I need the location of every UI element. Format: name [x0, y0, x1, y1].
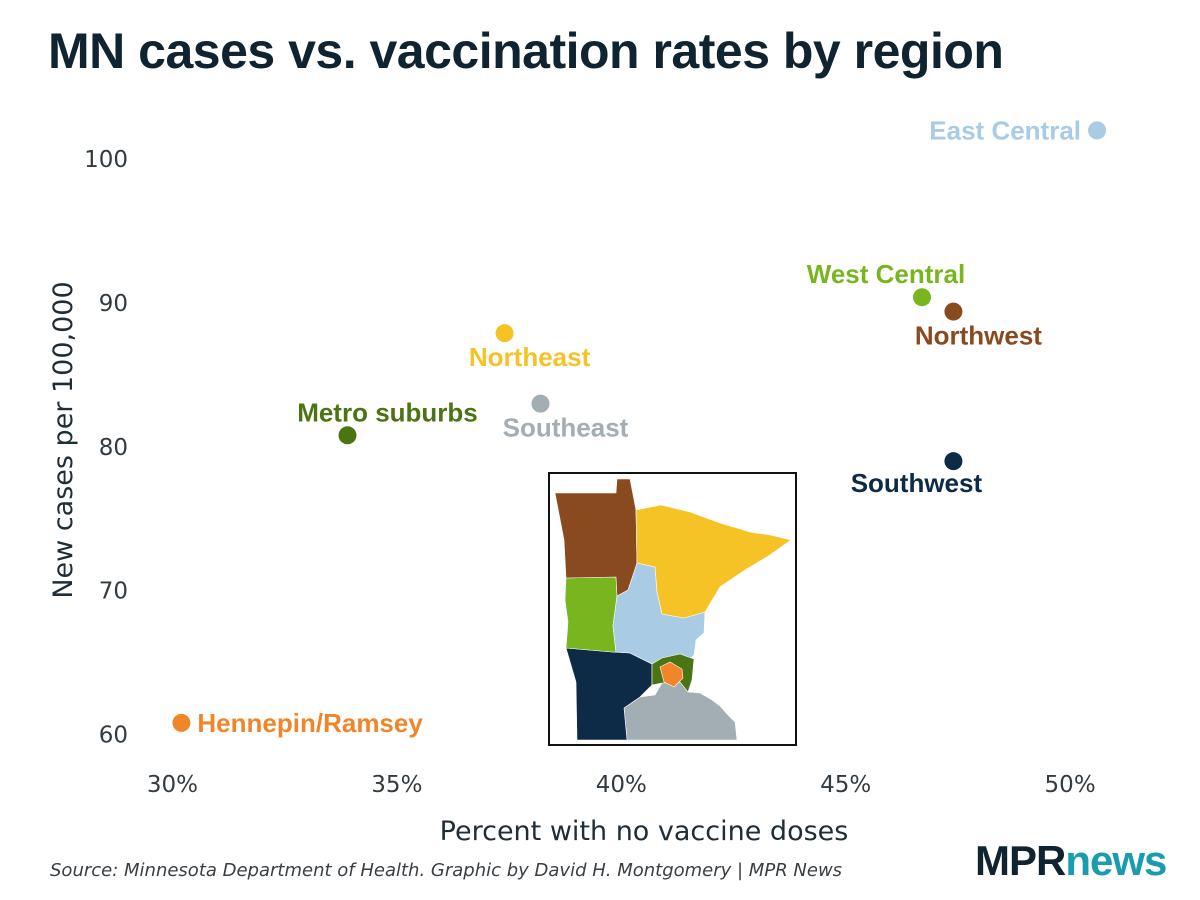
label-southwest: Southwest: [851, 468, 983, 498]
point-metro-suburbs: [338, 426, 357, 445]
x-tick-label: 40%: [596, 772, 647, 798]
x-axis-label: Percent with no vaccine doses: [440, 816, 849, 847]
y-axis-label: New cases per 100,000: [48, 281, 79, 598]
logo-news: news: [1065, 837, 1167, 884]
point-west-central: [913, 288, 931, 307]
point-east-central: [1088, 121, 1107, 140]
scatter-points: East Central West Central Northwest Northea…: [172, 115, 1107, 738]
y-tick-label: 60: [99, 722, 128, 748]
map-region-northeast: [635, 504, 792, 619]
mpr-news-logo: MPRnews: [975, 837, 1167, 884]
y-axis-ticks: 60 70 80 90 100: [84, 147, 128, 748]
point-hennepin-ramsey: [172, 713, 191, 732]
map-region-northwest: [554, 478, 638, 597]
map-region-southeast: [623, 681, 738, 741]
x-tick-label: 35%: [371, 772, 422, 798]
label-east-central: East Central: [929, 115, 1081, 145]
point-southwest: [944, 452, 963, 471]
y-tick-label: 80: [99, 435, 128, 461]
label-west-central: West Central: [807, 259, 965, 289]
source-note: Source: Minnesota Department of Health. …: [50, 860, 843, 881]
label-hennepin-ramsey: Hennepin/Ramsey: [197, 708, 423, 738]
inset-map: [548, 472, 797, 746]
point-northwest: [944, 302, 963, 321]
logo-mpr: MPR: [975, 837, 1066, 884]
y-tick-label: 100: [84, 147, 128, 173]
label-metro-suburbs: Metro suburbs: [297, 397, 478, 427]
label-northwest: Northwest: [915, 321, 1042, 351]
chart-title: MN cases vs. vaccination rates by region: [48, 23, 1004, 79]
label-southeast: Southeast: [503, 413, 629, 443]
x-axis-ticks: 30% 35% 40% 45% 50%: [147, 772, 1096, 798]
point-southeast: [531, 394, 550, 413]
map-region-hennepin-ramsey: [659, 661, 684, 688]
x-tick-label: 45%: [820, 772, 871, 798]
y-tick-label: 90: [99, 291, 128, 317]
label-northeast: Northeast: [469, 342, 591, 372]
map-region-west-central: [564, 576, 618, 653]
x-tick-label: 30%: [147, 772, 198, 798]
x-tick-label: 50%: [1045, 772, 1096, 798]
point-northeast: [495, 324, 514, 343]
y-tick-label: 70: [99, 579, 128, 605]
